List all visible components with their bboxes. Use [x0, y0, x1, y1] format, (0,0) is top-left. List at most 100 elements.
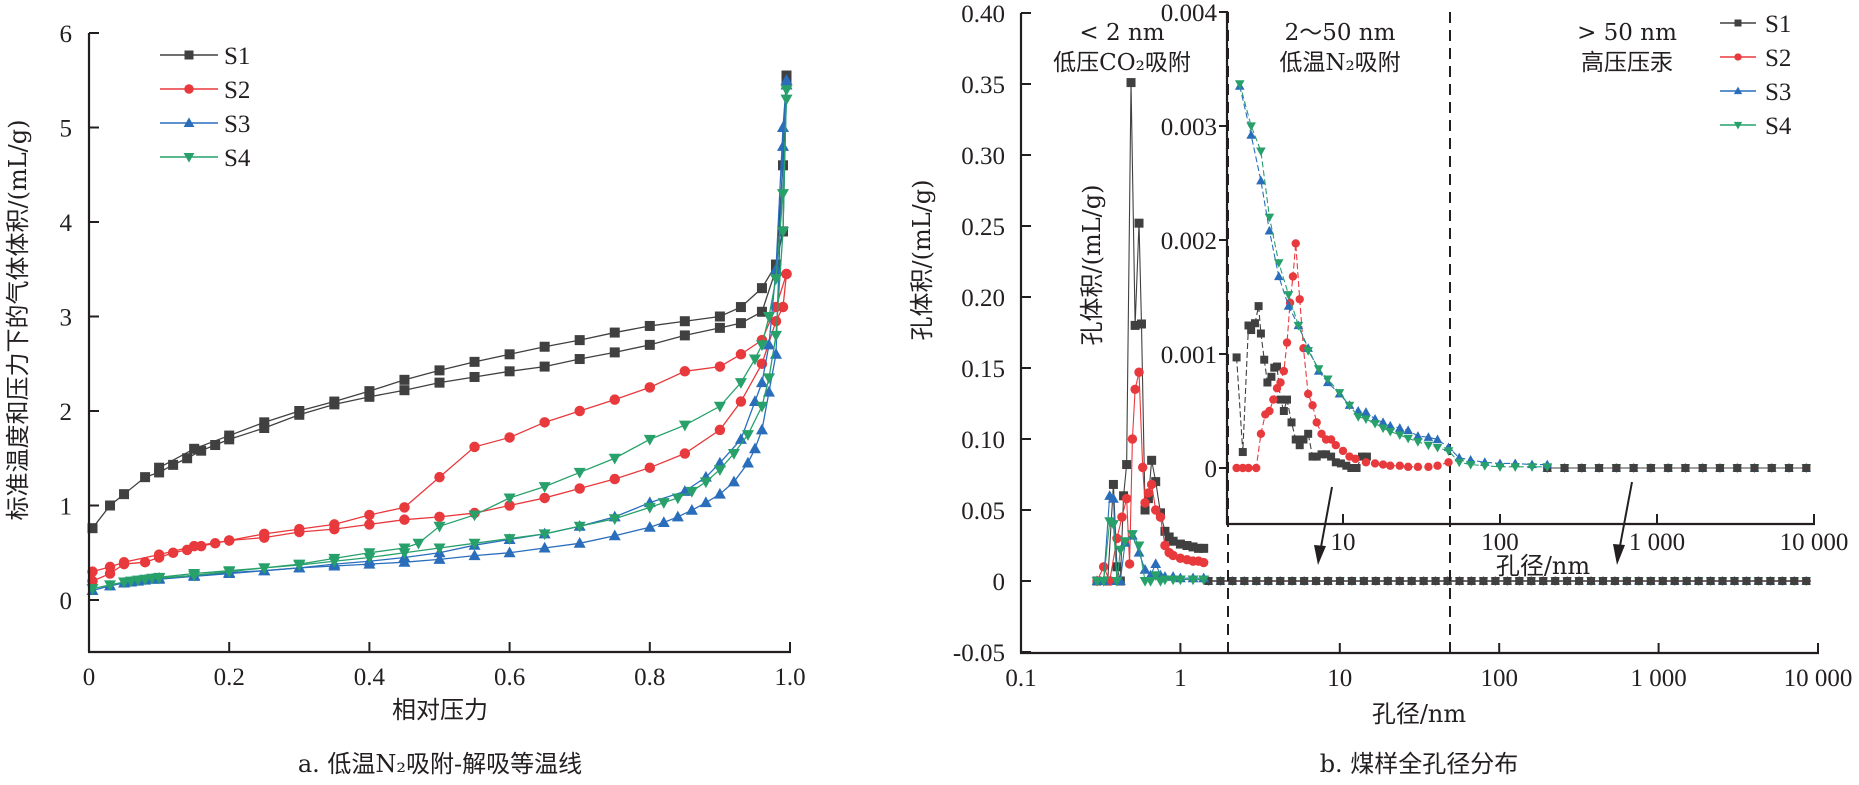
annotation-mesopore-method: 低温N₂吸附 [1279, 50, 1400, 76]
inset-y-ticks: 0 0.001 0.002 0.003 0.004 [1161, 0, 1227, 483]
legend-marker [1733, 86, 1743, 95]
inset-series-s4-point [1510, 463, 1521, 472]
inset-series-s1-point [1232, 353, 1241, 362]
inset-series-s4-point [1378, 424, 1388, 434]
series-s4-point [741, 430, 754, 441]
series-s1-point [154, 462, 165, 473]
inset-series-s4-point [1283, 291, 1294, 300]
inset-series-s2-point [1269, 395, 1278, 404]
series-s4-point [1119, 537, 1131, 547]
series-s1-point [1479, 577, 1488, 585]
series-s2-point [1098, 562, 1109, 572]
series-s4-point [188, 570, 201, 582]
series-s2-point [188, 540, 200, 552]
series-s2-point [1124, 559, 1135, 569]
chart-b-x-axis-title: 孔径/nm [1372, 700, 1467, 728]
series-s1-point [1598, 577, 1607, 585]
series-s1-point [1443, 577, 1452, 585]
series-s3-point [755, 423, 768, 435]
series-s3-desorption-line [159, 80, 788, 580]
series-s1-point [189, 443, 200, 454]
series-s4-point [1150, 571, 1162, 581]
annotation-macropore-method: 高压压汞 [1581, 50, 1673, 76]
legend-label-s4: S4 [1765, 113, 1792, 140]
series-s1-point [1706, 577, 1715, 585]
inset-series-s2-point [1282, 338, 1292, 347]
inset-series-s1-point [1347, 464, 1356, 472]
y-tick-label: 5 [60, 116, 73, 143]
series-s3-point [1150, 558, 1162, 569]
series-s3-point [643, 520, 656, 532]
legend-marker [1734, 19, 1742, 27]
series-s1-point [644, 320, 655, 331]
legend-marker [1733, 121, 1743, 130]
chart-b-legend: S1 S2 S3 S4 [1720, 11, 1792, 140]
series-s1-point [259, 417, 270, 428]
series-s1-point [735, 302, 746, 313]
series-s4-point [1187, 575, 1199, 586]
series-s4-point [755, 401, 768, 413]
series-s1-point [1359, 577, 1368, 585]
x-tick-label: 10 000 [1784, 665, 1853, 692]
series-s3-point [538, 541, 551, 553]
series-s1-point [1335, 577, 1344, 585]
inset-series-s4-point [1256, 147, 1266, 157]
inset-series-s2-point [1386, 461, 1395, 470]
series-s2-point [539, 417, 550, 428]
inset-series-s1-point [1767, 464, 1776, 472]
inset-series-s1-point [1595, 464, 1604, 472]
inset-series-s1-point [1681, 464, 1690, 472]
series-s1-desorption-line [158, 80, 788, 469]
inset-series-s2-point [1279, 366, 1289, 376]
series-s1-point [1778, 577, 1787, 585]
inset-series-s1-point [1295, 441, 1304, 450]
series-s2-point [781, 268, 792, 280]
series-s1-point [1108, 479, 1118, 489]
series-s3-point [780, 74, 793, 85]
inset-series-s4-point [1495, 463, 1505, 472]
inset-series-s1-point [1357, 452, 1366, 461]
series-s1-point [539, 361, 550, 372]
x-tick-label: 100 [1480, 665, 1518, 692]
series-s4-point [433, 543, 446, 555]
inset-series-s1-point [1312, 452, 1321, 461]
series-s1-point [294, 406, 305, 416]
series-s1-point [329, 396, 340, 407]
inset-series-s2-point [1444, 458, 1453, 467]
inset-series-s2-point [1256, 429, 1266, 438]
legend-marker [184, 50, 194, 60]
series-s1-point [1515, 577, 1524, 585]
series-s1-point [504, 349, 515, 360]
series-s4-point [734, 378, 747, 389]
series-s1-point [714, 322, 725, 333]
series-s3-point [713, 487, 726, 499]
y-tick-label: 0.15 [961, 356, 1005, 383]
series-s1-point [609, 347, 620, 358]
series-s2-point [329, 519, 340, 530]
series-s2-point [504, 500, 515, 511]
series-s2-point [434, 471, 445, 483]
inset-series-s2-point [1317, 429, 1326, 438]
legend-label-s1: S1 [224, 43, 250, 70]
series-s1-point [399, 374, 410, 385]
inset-series-s1-point [1279, 407, 1288, 415]
inset-series-s1-point [1577, 464, 1586, 472]
inset-series-s2-point [1326, 435, 1336, 444]
series-s2-point [1168, 550, 1178, 561]
series-s2-point [399, 514, 410, 525]
inset-series-s3-point [1394, 423, 1405, 432]
chart-a-x-axis-title: 相对压力 [392, 696, 488, 724]
inset-series-s2-point [1265, 406, 1274, 416]
series-s3-point [503, 546, 516, 558]
inset-series-s4-point [1423, 441, 1434, 451]
inset-series-s2-point [1276, 378, 1285, 387]
series-s2-point [104, 561, 116, 573]
series-s3-point [685, 503, 698, 515]
series-s4-point [328, 553, 341, 565]
series-s1-point [1168, 536, 1178, 546]
series-s2-point [1146, 479, 1157, 490]
series-s2-point [1137, 462, 1148, 473]
inset-x-tick-label: 10 [1331, 529, 1356, 556]
inset-series-s1-point [1612, 464, 1621, 472]
series-s1-point [399, 385, 410, 396]
